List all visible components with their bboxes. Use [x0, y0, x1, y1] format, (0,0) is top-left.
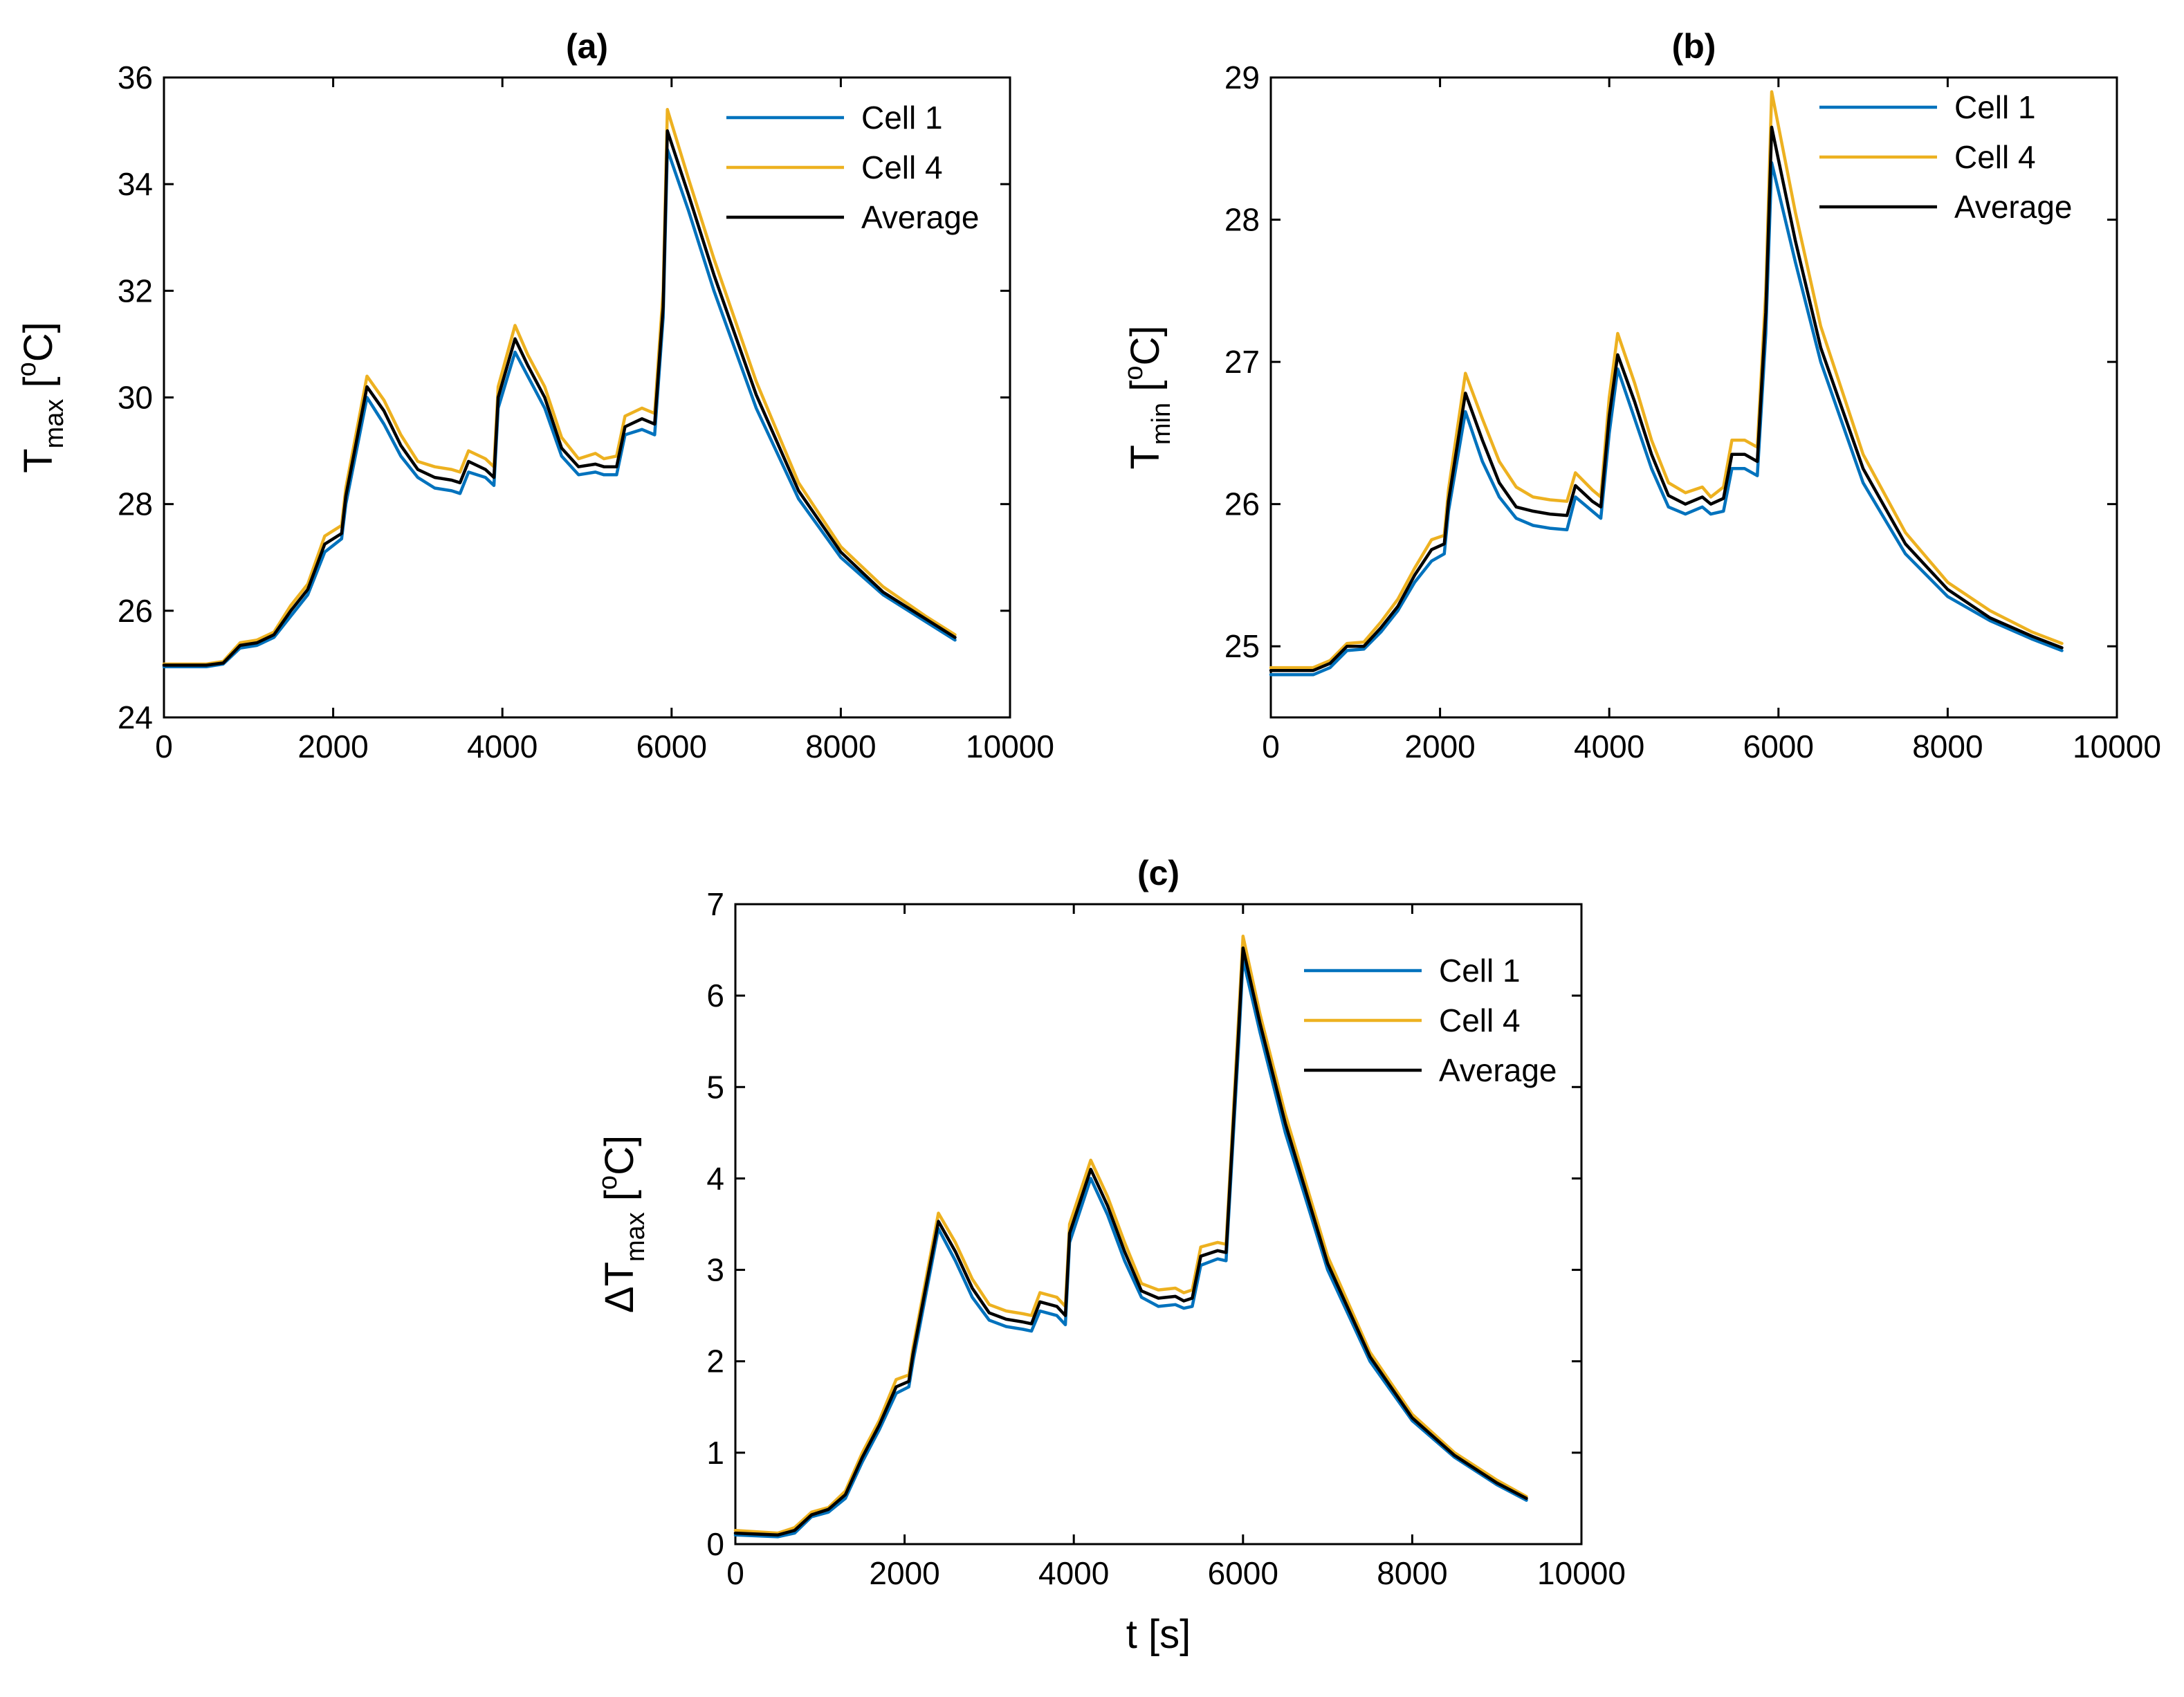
series-line-cell-4: [1269, 90, 2064, 670]
x-tick-label: 4000: [1574, 728, 1644, 764]
x-tick-label: 0: [726, 1555, 744, 1591]
legend-label: Cell 1: [861, 100, 943, 136]
y-axis-label-unit-close: C]: [16, 322, 61, 362]
series-line-average: [733, 946, 1528, 1537]
x-tick-label: 8000: [1912, 728, 1983, 764]
x-tick-label: 6000: [636, 728, 707, 764]
y-tick-label: 34: [118, 166, 153, 202]
y-axis-label-sub: max: [40, 399, 69, 449]
y-axis-label: Tmin [oC]: [1119, 325, 1176, 469]
x-tick-label: 0: [1262, 728, 1280, 764]
y-axis-label-unit-open: [: [1123, 380, 1168, 403]
y-axis-label-sub: min: [1147, 403, 1176, 445]
legend: Cell 1 Cell 4 Average: [726, 100, 980, 235]
chart-title: (a): [566, 27, 608, 66]
y-tick-label: 27: [1224, 344, 1260, 380]
y-axis-label: ΔTmax [oC]: [594, 1135, 650, 1313]
y-axis-label-unit-sup: o: [1119, 365, 1148, 380]
x-tick-label: 8000: [1377, 1555, 1447, 1591]
series-line-cell-1: [1269, 161, 2064, 677]
series-line-cell-4: [162, 108, 957, 666]
legend-label: Cell 4: [1954, 139, 2036, 175]
y-axis-label-unit-open: [: [597, 1190, 642, 1212]
chart-panel-b: 0 2000 4000 6000 8000 10000 25 26 27 28 29 (b) Tmin …: [1119, 27, 2161, 764]
y-tick-label: 29: [1224, 59, 1260, 95]
series-line-cell-4: [733, 935, 1528, 1535]
y-tick-label: 28: [118, 486, 153, 522]
legend-label: Cell 1: [1954, 89, 2036, 125]
y-tick-label: 7: [706, 886, 724, 922]
y-tick-label: 3: [706, 1252, 724, 1288]
y-tick-label: 24: [118, 699, 153, 735]
y-tick-label: 32: [118, 273, 153, 309]
y-axis-label-main: ΔT: [597, 1262, 642, 1313]
legend-label: Cell 1: [1439, 953, 1521, 989]
legend-label: Cell 4: [861, 149, 943, 185]
legend: Cell 1 Cell 4 Average: [1819, 89, 2073, 225]
x-tick-label: 4000: [1038, 1555, 1109, 1591]
y-tick-label: 28: [1224, 202, 1260, 238]
x-tick-label: 2000: [869, 1555, 939, 1591]
legend-label: Average: [861, 199, 980, 235]
y-tick-label: 2: [706, 1343, 724, 1379]
chart-panel-a: 0 2000 4000 6000 8000 10000 24 26 28 30 32 34 36 (a) T…: [12, 27, 1054, 764]
y-tick-label: 25: [1224, 628, 1260, 664]
y-tick-label: 1: [706, 1435, 724, 1471]
x-axis-label: t [s]: [1126, 1612, 1191, 1657]
y-tick-label: 0: [706, 1526, 724, 1562]
y-axis-label: Tmax [oC]: [12, 322, 69, 473]
legend-label: Average: [1439, 1052, 1557, 1088]
x-tick-label: 2000: [297, 728, 368, 764]
y-tick-label: 26: [118, 593, 153, 629]
legend-label: Average: [1954, 189, 2073, 225]
chart-panel-c: 0 2000 4000 6000 8000 10000 0 1 2 3 4 5 6 7 (c) ΔTmax […: [594, 854, 1626, 1657]
y-tick-label: 26: [1224, 486, 1260, 522]
x-tick-label: 10000: [1537, 1555, 1626, 1591]
y-tick-label: 4: [706, 1160, 724, 1196]
x-tick-label: 8000: [805, 728, 876, 764]
y-tick-label: 6: [706, 978, 724, 1013]
chart-title: (b): [1672, 27, 1716, 66]
legend: Cell 1 Cell 4 Average: [1304, 953, 1557, 1088]
y-axis-label-main: T: [16, 448, 61, 473]
y-axis-label-unit-sup: o: [594, 1175, 623, 1190]
x-tick-label: 0: [155, 728, 173, 764]
x-tick-label: 10000: [966, 728, 1054, 764]
y-axis-label-unit-close: C]: [597, 1135, 642, 1175]
y-axis-label-unit-close: C]: [1123, 325, 1168, 365]
axes-frame: [734, 903, 1583, 1545]
series-line-average: [1269, 125, 2064, 672]
y-tick-label: 5: [706, 1069, 724, 1105]
axes-frame: [1269, 76, 2118, 719]
y-tick-label: 36: [118, 59, 153, 95]
x-tick-label: 6000: [1743, 728, 1814, 764]
y-axis-label-unit-open: [: [16, 376, 61, 398]
y-axis-label-unit-sup: o: [12, 362, 42, 376]
legend-label: Cell 4: [1439, 1002, 1521, 1038]
x-tick-label: 2000: [1404, 728, 1475, 764]
series-line-average: [162, 129, 957, 667]
y-axis-label-main: T: [1123, 445, 1168, 469]
x-tick-label: 6000: [1208, 1555, 1278, 1591]
y-tick-label: 30: [118, 380, 153, 416]
chart-title: (c): [1137, 854, 1180, 892]
y-axis-label-sub: max: [621, 1212, 650, 1262]
x-tick-label: 4000: [467, 728, 538, 764]
x-tick-label: 10000: [2073, 728, 2161, 764]
